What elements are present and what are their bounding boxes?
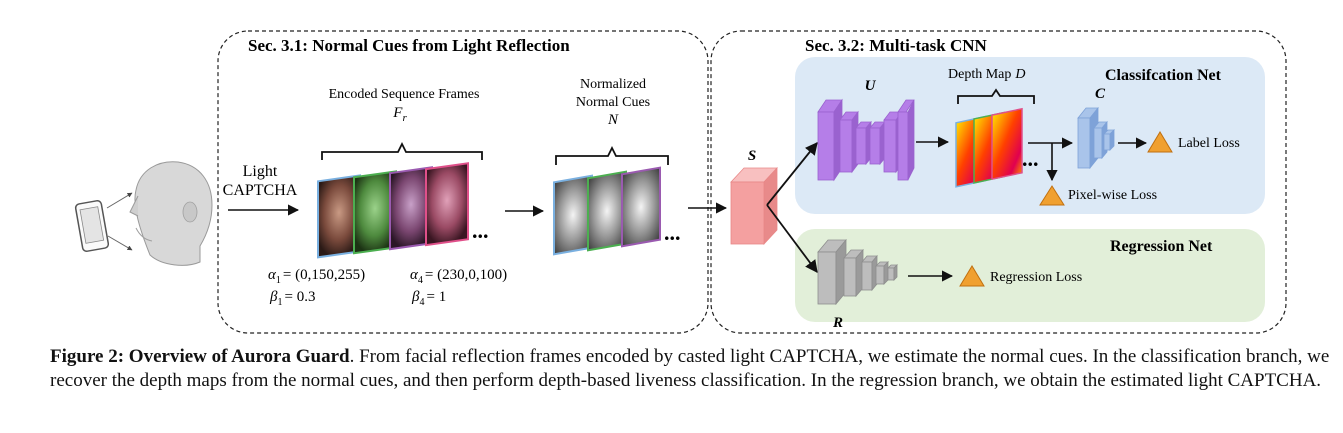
depth-brace (957, 88, 1035, 104)
classification-net-title: Classifcation Net (1105, 67, 1222, 84)
light-ray-arrow (106, 192, 133, 209)
u-symbol: U (865, 78, 877, 94)
normals-ellipsis: ... (664, 220, 681, 245)
regression-net-title: Regression Net (1110, 238, 1213, 255)
regression-loss-label: Regression Loss (990, 270, 1082, 285)
s-symbol: S (748, 148, 756, 164)
normals-label: Normal Cues (576, 95, 650, 110)
frames-symbol: Fr (392, 105, 407, 124)
caption-title: Figure 2: Overview of Aurora Guard (50, 346, 350, 367)
overview-diagram: Sec. 3.1: Normal Cues from Light Reflect… (74, 30, 1287, 334)
r-symbol: R (832, 315, 843, 331)
section-3-2-box (710, 30, 1287, 334)
light-ray-arrow (107, 235, 133, 251)
beta-4-label: β4 = 1 (411, 289, 446, 308)
classification-net-panel (795, 57, 1265, 214)
unet-block (817, 98, 915, 182)
section-3-2-title: Sec. 3.2: Multi-task CNN (805, 36, 988, 55)
c-symbol: C (1095, 86, 1106, 102)
pixel-wise-loss-label: Pixel-wise Loss (1068, 188, 1157, 203)
frames-ellipsis: ... (472, 218, 489, 243)
section-3-1-box (217, 30, 709, 334)
section-3-1-title: Sec. 3.1: Normal Cues from Light Reflect… (248, 36, 570, 55)
beta-1-label: β1 = 0.3 (269, 289, 315, 308)
regression-net-panel (795, 229, 1265, 322)
normal-map-2 (587, 170, 627, 252)
s-to-unet-arrow (766, 142, 818, 206)
light-captcha-label: Light (243, 163, 278, 180)
normal-map-1 (553, 174, 593, 256)
normals-symbol: N (607, 112, 619, 128)
c-classifier-block (1077, 106, 1115, 170)
caption-text: . From facial reflection frames encoded … (50, 346, 1330, 391)
light-captcha-label: CAPTCHA (223, 182, 298, 199)
r-regressor-block (817, 238, 898, 306)
normals-brace (555, 145, 669, 165)
s-feature-block (730, 166, 778, 246)
label-loss-triangle-icon (1147, 131, 1173, 153)
depth-ellipsis: ... (1022, 146, 1039, 171)
alpha-4-label: α4 = (230,0,100) (410, 267, 507, 286)
frames-label: Encoded Sequence Frames (329, 87, 480, 102)
label-loss-label: Label Loss (1178, 136, 1240, 151)
frames-brace (321, 141, 483, 160)
frame-4 (425, 162, 469, 247)
depth-map-3 (991, 107, 1023, 181)
figure-caption: Figure 2: Overview of Aurora Guard. From… (50, 345, 1338, 393)
pixel-loss-triangle-icon (1039, 185, 1065, 206)
depth-map-label: Depth Map D (948, 67, 1026, 82)
s-to-regression-arrow (766, 204, 818, 274)
smartphone-icon (74, 199, 110, 253)
normals-label: Normalized (580, 77, 646, 92)
regression-loss-triangle-icon (959, 265, 985, 287)
head-model-icon (129, 161, 213, 266)
normal-map-3 (621, 166, 661, 248)
alpha-1-label: α1 = (0,150,255) (268, 267, 365, 286)
